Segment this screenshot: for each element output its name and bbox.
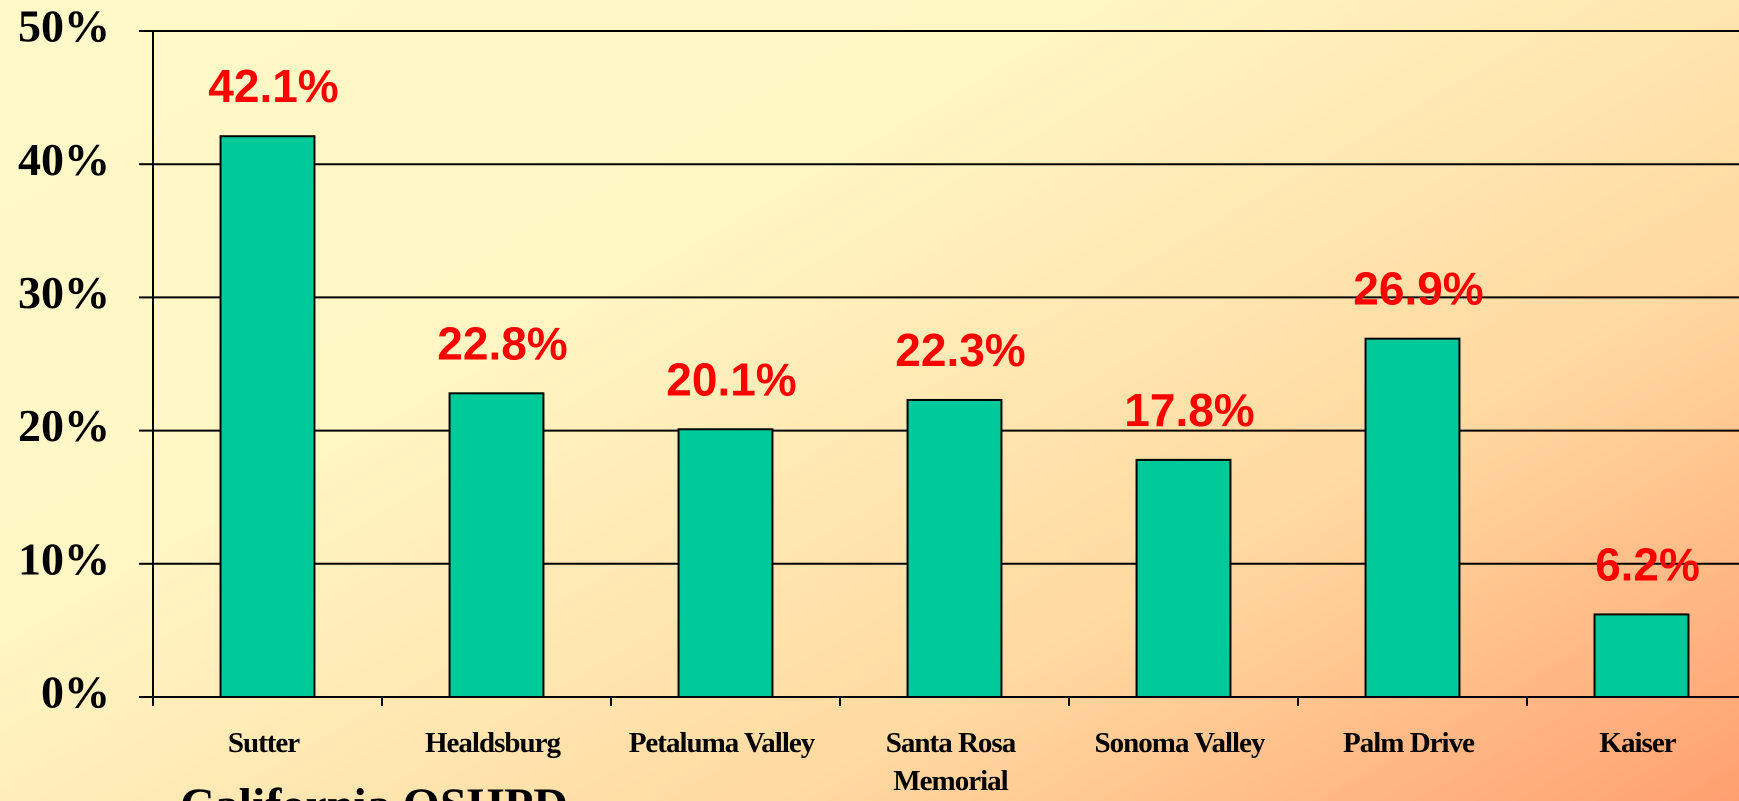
x-tick-label: Palm Drive	[1343, 727, 1475, 759]
bar	[677, 428, 774, 698]
y-tick-label: 30%	[18, 267, 110, 318]
value-label: 22.8%	[437, 317, 567, 369]
value-label: 20.1%	[666, 353, 796, 405]
value-label: 26.9%	[1353, 263, 1483, 315]
y-tick-label: 50%	[18, 1, 110, 52]
bar	[1135, 458, 1232, 698]
x-tick-label: Sutter	[227, 727, 300, 759]
bar	[219, 135, 316, 698]
x-tick-label: Kaiser	[1599, 727, 1676, 759]
x-tick-label: Healdsburg	[424, 727, 561, 759]
x-tick-label: Santa Rosa Memorial	[885, 727, 1016, 797]
value-label: 17.8%	[1124, 384, 1254, 436]
y-tick-label: 0%	[41, 667, 110, 718]
bar	[906, 398, 1003, 698]
y-tick-label: 40%	[18, 134, 110, 185]
value-label: 42.1%	[208, 60, 338, 112]
x-tick-label: Petaluma Valley	[628, 727, 816, 759]
value-label: 6.2%	[1595, 538, 1700, 590]
value-label: 22.3%	[895, 324, 1025, 376]
bar	[1364, 337, 1461, 698]
x-tick-label: Sonoma Valley	[1094, 727, 1266, 759]
y-tick-label: 20%	[18, 400, 110, 451]
bar	[448, 392, 545, 698]
bar	[1593, 613, 1690, 699]
source-note: California OSHPD	[180, 778, 568, 801]
y-tick-label: 10%	[18, 533, 110, 584]
